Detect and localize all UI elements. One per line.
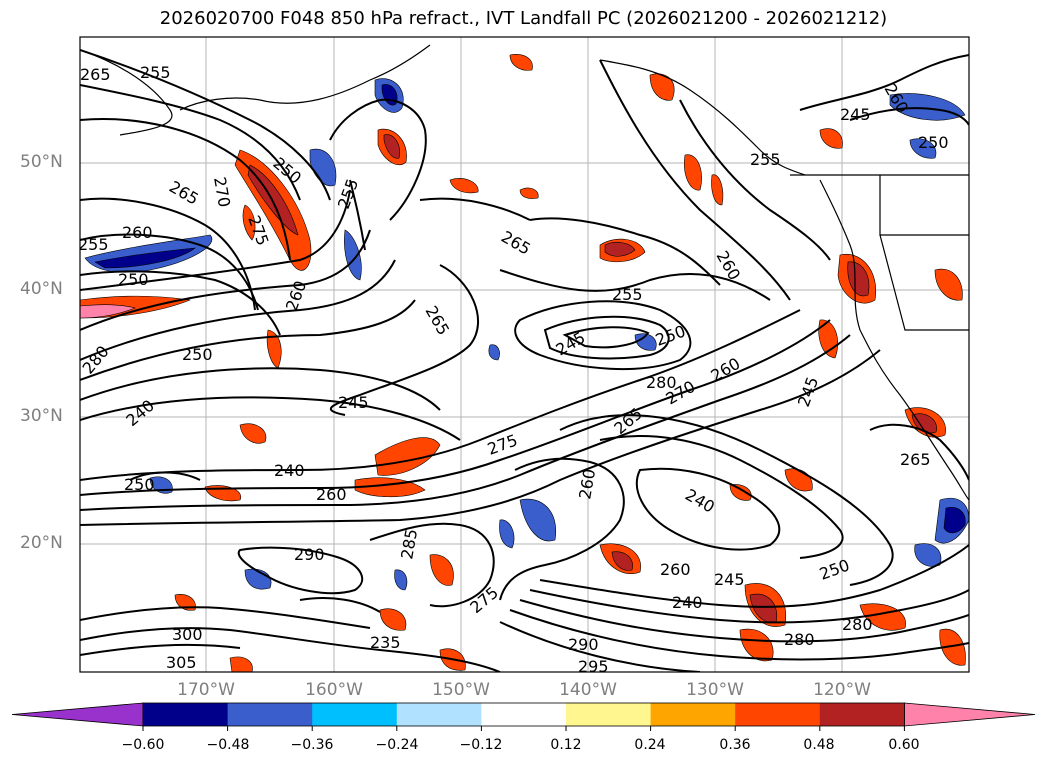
colorbar-tick-label: 0.48 <box>803 737 835 753</box>
lat-label: 20°N <box>20 533 63 553</box>
lon-label: 130°W <box>686 680 744 700</box>
contour-label: 255 <box>140 63 171 82</box>
contour-label: 250 <box>118 270 149 289</box>
contour-label: 300 <box>172 625 203 644</box>
colorbar-tick-label: 0.36 <box>719 737 751 753</box>
contour-lines <box>80 49 969 672</box>
lat-label: 50°N <box>20 152 63 172</box>
colorbar-tick-label: −0.60 <box>121 737 165 753</box>
colorbar-swatch <box>735 703 821 726</box>
contour-label: 260 <box>316 485 347 504</box>
map-frame <box>79 36 970 673</box>
contour-label: 240 <box>274 461 305 480</box>
colorbar-frame <box>142 702 905 727</box>
colorbar-swatch <box>819 703 905 726</box>
colorbar-tick-label: −0.24 <box>375 737 419 753</box>
contour-label: 260 <box>660 560 691 579</box>
colorbar-tick-label: 0.60 <box>888 737 920 753</box>
contour-label: 265 <box>80 65 111 84</box>
contour-label: 245 <box>840 105 871 124</box>
colorbar-swatch <box>566 703 652 726</box>
contour-label: 265 <box>900 450 931 469</box>
lon-label: 140°W <box>559 680 617 700</box>
colorbar-swatch <box>481 703 567 726</box>
map-panel: 265 255 270 250 265 260 255 250 280 275 … <box>78 36 970 676</box>
lat-label: 30°N <box>20 406 63 426</box>
map-title: 2026020700 F048 850 hPa refract., IVT La… <box>159 8 888 29</box>
contour-label: 245 <box>338 393 369 412</box>
colorbar-extension-low <box>11 702 144 727</box>
contour-label: 280 <box>784 630 815 649</box>
contour-label: 295 <box>578 657 609 676</box>
lon-label: 120°W <box>813 680 871 700</box>
contour-label: 250 <box>124 475 155 494</box>
contour-label: 280 <box>842 615 873 634</box>
contour-label: 255 <box>78 235 109 254</box>
lat-label: 40°N <box>20 279 63 299</box>
lon-label: 150°W <box>432 680 490 700</box>
contour-label: 250 <box>918 133 949 152</box>
contour-label: 280 <box>646 373 677 392</box>
colorbar-swatch <box>396 703 482 726</box>
contour-label: 290 <box>568 635 599 654</box>
colorbar-tick-label: 0.12 <box>550 737 582 753</box>
colorbar-tick-label: −0.48 <box>206 737 250 753</box>
contour-label: 235 <box>370 633 401 652</box>
contour-label: 250 <box>182 345 213 364</box>
contour-label: 245 <box>714 570 745 589</box>
lon-label: 160°W <box>305 680 363 700</box>
contour-label: 255 <box>612 285 643 304</box>
colorbar-swatch <box>227 703 313 726</box>
colorbar-tick-label: −0.36 <box>290 737 334 753</box>
colorbar-swatch <box>312 703 398 726</box>
contour-label: 260 <box>122 223 153 242</box>
colorbar-tick-label: −0.12 <box>459 737 503 753</box>
lon-label: 170°W <box>177 680 235 700</box>
colorbar-swatch <box>650 703 736 726</box>
coastlines <box>80 44 969 501</box>
contour-label: 305 <box>166 653 197 672</box>
contour-label: 255 <box>750 150 781 169</box>
colorbar-extension-high <box>904 702 1036 727</box>
colorbar-swatch <box>143 703 229 726</box>
contour-label: 240 <box>672 593 703 612</box>
colorbar-tick-label: 0.24 <box>634 737 666 753</box>
contour-label: 290 <box>294 545 325 564</box>
